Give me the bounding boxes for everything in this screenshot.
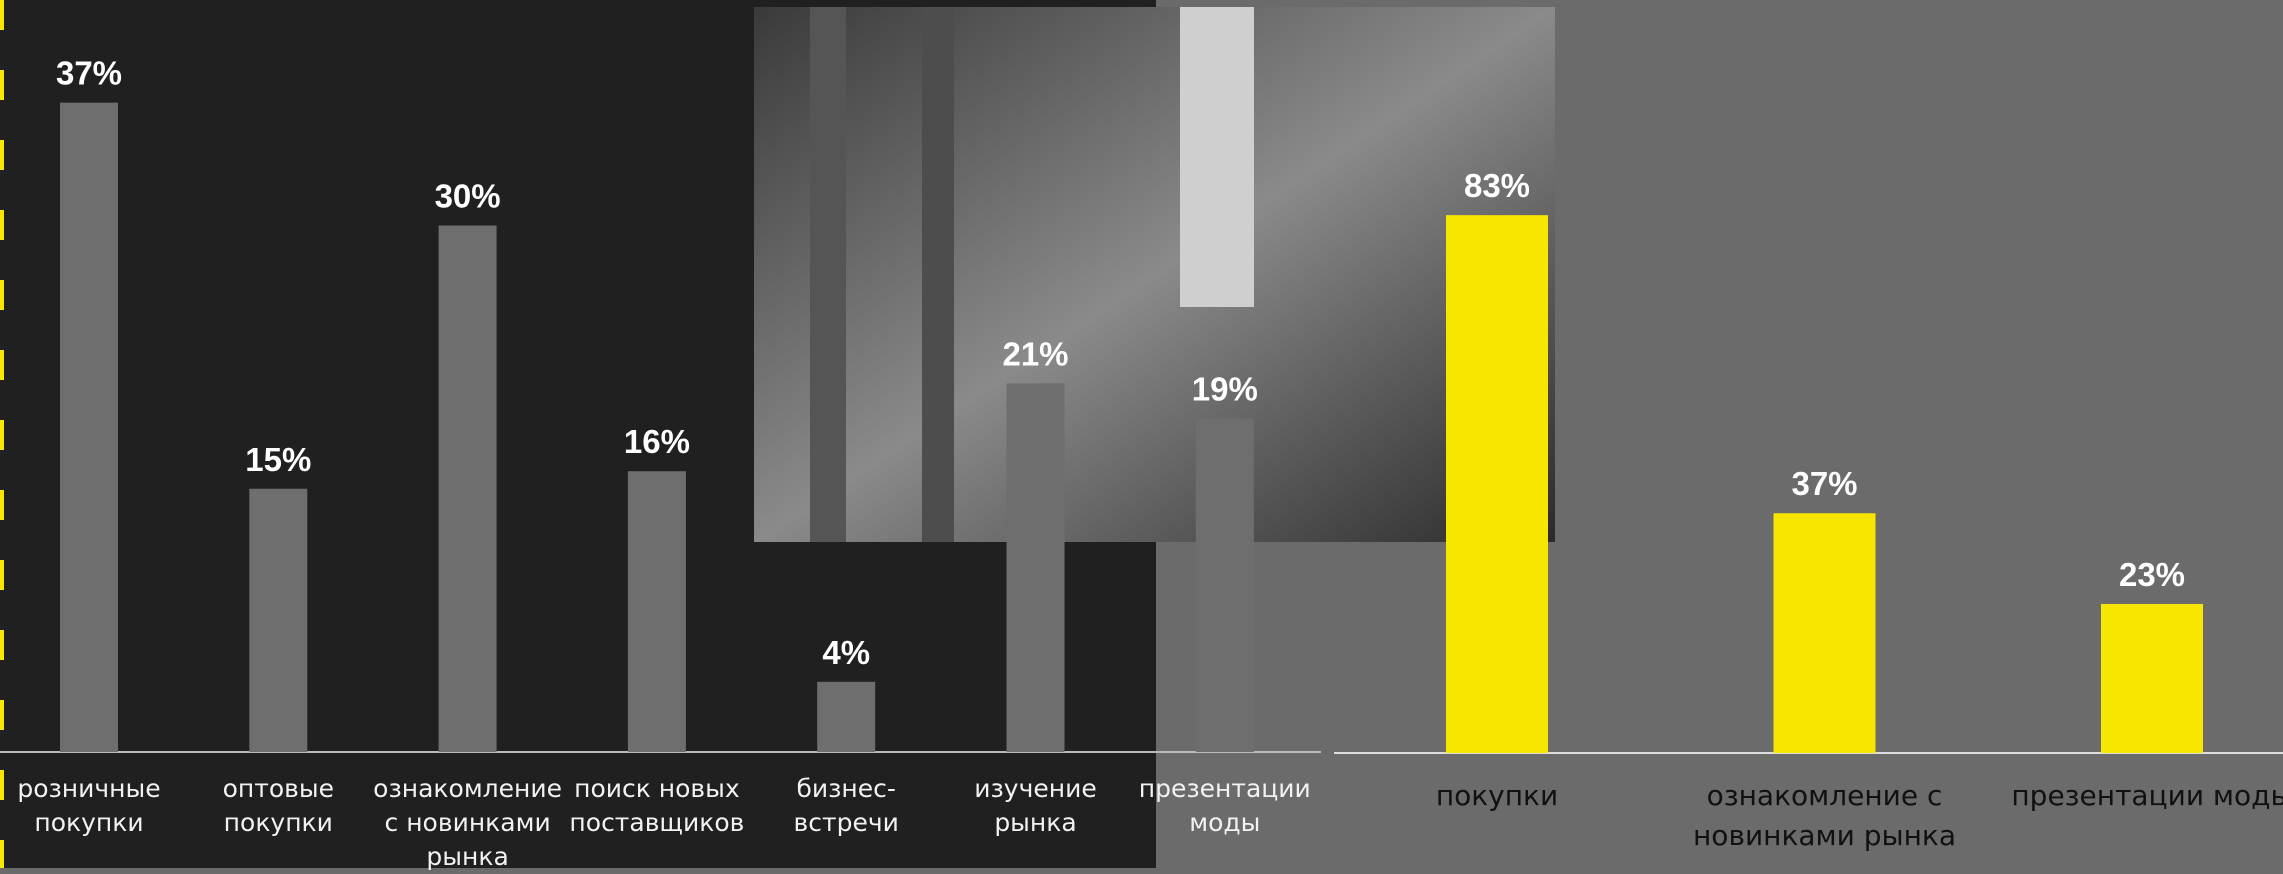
photo-column <box>1180 7 1254 307</box>
value-label: 37% <box>1791 465 1857 502</box>
value-label: 16% <box>624 423 690 460</box>
photo-pillar <box>810 7 846 542</box>
bar <box>627 471 686 752</box>
category-label: презентации моды <box>2011 779 2283 812</box>
value-label: 83% <box>1464 167 1530 204</box>
category-label: ознакомление с новинками рынка <box>1693 779 1956 852</box>
category-label: поиск новых поставщиков <box>569 774 745 837</box>
photo <box>754 7 1555 542</box>
value-label: 4% <box>822 634 870 671</box>
bar <box>1195 418 1254 752</box>
bar <box>60 102 118 752</box>
category-label: покупки <box>1435 779 1559 812</box>
category-label: бизнес-встречи <box>793 774 899 837</box>
category-label: оптовые покупки <box>222 774 334 837</box>
category-label: презентации моды <box>1138 774 1311 837</box>
value-label: 21% <box>1002 335 1068 372</box>
bar <box>249 488 308 752</box>
photo-pillar <box>922 7 954 542</box>
value-label: 19% <box>1192 371 1258 408</box>
bar <box>438 225 497 752</box>
value-label: 37% <box>56 55 122 92</box>
bar <box>1006 383 1065 752</box>
value-label: 15% <box>245 441 311 478</box>
category-label: ознакомление с новинками рынка <box>373 774 563 871</box>
bar <box>1446 215 1548 753</box>
value-label: 30% <box>435 178 501 215</box>
bar <box>2101 603 2203 753</box>
value-label: 23% <box>2119 556 2185 593</box>
bar <box>1773 513 1876 753</box>
category-label: изучение рынка <box>974 774 1097 837</box>
bar <box>817 681 876 752</box>
category-label: розничные покупки <box>17 774 161 837</box>
